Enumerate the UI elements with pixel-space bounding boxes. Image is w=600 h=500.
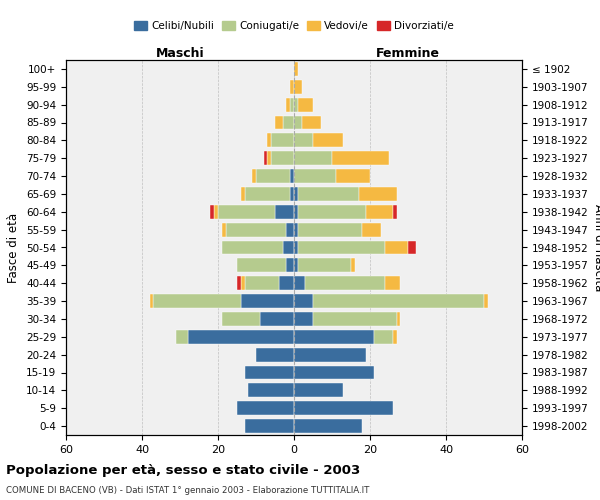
Bar — [286, 98, 290, 112]
Bar — [286, 258, 294, 272]
Bar — [484, 294, 488, 308]
Y-axis label: Fasce di età: Fasce di età — [7, 212, 20, 282]
Bar — [256, 169, 290, 183]
Y-axis label: Anni di nascita: Anni di nascita — [592, 204, 600, 291]
Bar — [268, 134, 271, 147]
Bar — [271, 134, 294, 147]
Bar — [294, 312, 313, 326]
Bar — [222, 312, 260, 326]
Bar — [305, 276, 385, 290]
Bar — [302, 116, 320, 130]
Bar — [260, 312, 294, 326]
Bar — [332, 151, 389, 165]
Bar — [286, 222, 294, 236]
Bar — [313, 134, 343, 147]
Bar — [294, 62, 298, 76]
Bar — [397, 312, 400, 326]
Bar — [393, 330, 397, 344]
Bar — [294, 80, 302, 94]
Bar — [294, 419, 362, 433]
Bar — [290, 80, 294, 94]
Bar — [290, 187, 294, 201]
Bar — [149, 294, 154, 308]
Bar — [298, 187, 359, 201]
Bar — [359, 187, 397, 201]
Bar — [294, 222, 298, 236]
Bar — [374, 330, 393, 344]
Bar — [271, 151, 294, 165]
Bar — [263, 151, 268, 165]
Bar — [294, 330, 374, 344]
Bar — [279, 276, 294, 290]
Bar — [275, 205, 294, 219]
Bar — [298, 240, 385, 254]
Bar — [294, 134, 313, 147]
Bar — [283, 116, 294, 130]
Bar — [351, 258, 355, 272]
Bar — [366, 205, 393, 219]
Bar — [252, 169, 256, 183]
Bar — [294, 98, 298, 112]
Bar — [245, 276, 279, 290]
Text: Maschi: Maschi — [155, 47, 205, 60]
Bar — [241, 187, 245, 201]
Bar — [294, 348, 366, 362]
Bar — [218, 205, 275, 219]
Bar — [237, 258, 286, 272]
Bar — [313, 312, 397, 326]
Bar — [241, 294, 294, 308]
Bar — [222, 222, 226, 236]
Bar — [256, 348, 294, 362]
Bar — [298, 222, 362, 236]
Bar — [385, 240, 408, 254]
Bar — [188, 330, 294, 344]
Bar — [294, 294, 313, 308]
Bar — [176, 330, 188, 344]
Bar — [154, 294, 241, 308]
Bar — [226, 222, 286, 236]
Bar — [294, 205, 298, 219]
Bar — [294, 276, 305, 290]
Bar — [290, 98, 294, 112]
Bar — [298, 205, 366, 219]
Bar — [294, 116, 302, 130]
Legend: Celibi/Nubili, Coniugati/e, Vedovi/e, Divorziati/e: Celibi/Nubili, Coniugati/e, Vedovi/e, Di… — [130, 16, 458, 35]
Bar — [283, 240, 294, 254]
Bar — [336, 169, 370, 183]
Bar — [241, 276, 245, 290]
Bar — [298, 258, 351, 272]
Bar — [294, 401, 393, 415]
Bar — [294, 187, 298, 201]
Bar — [237, 276, 241, 290]
Bar — [214, 205, 218, 219]
Bar — [294, 240, 298, 254]
Text: Popolazione per età, sesso e stato civile - 2003: Popolazione per età, sesso e stato civil… — [6, 464, 360, 477]
Bar — [294, 169, 336, 183]
Bar — [385, 276, 400, 290]
Bar — [294, 258, 298, 272]
Bar — [313, 294, 484, 308]
Bar — [294, 366, 374, 380]
Bar — [248, 384, 294, 398]
Bar — [408, 240, 416, 254]
Text: Femmine: Femmine — [376, 47, 440, 60]
Bar — [222, 240, 283, 254]
Bar — [298, 98, 313, 112]
Bar — [294, 151, 332, 165]
Bar — [245, 187, 290, 201]
Bar — [275, 116, 283, 130]
Bar — [290, 169, 294, 183]
Bar — [211, 205, 214, 219]
Bar — [268, 151, 271, 165]
Bar — [393, 205, 397, 219]
Bar — [362, 222, 382, 236]
Bar — [245, 419, 294, 433]
Text: COMUNE DI BACENO (VB) - Dati ISTAT 1° gennaio 2003 - Elaborazione TUTTITALIA.IT: COMUNE DI BACENO (VB) - Dati ISTAT 1° ge… — [6, 486, 370, 495]
Bar — [294, 384, 343, 398]
Bar — [237, 401, 294, 415]
Bar — [245, 366, 294, 380]
